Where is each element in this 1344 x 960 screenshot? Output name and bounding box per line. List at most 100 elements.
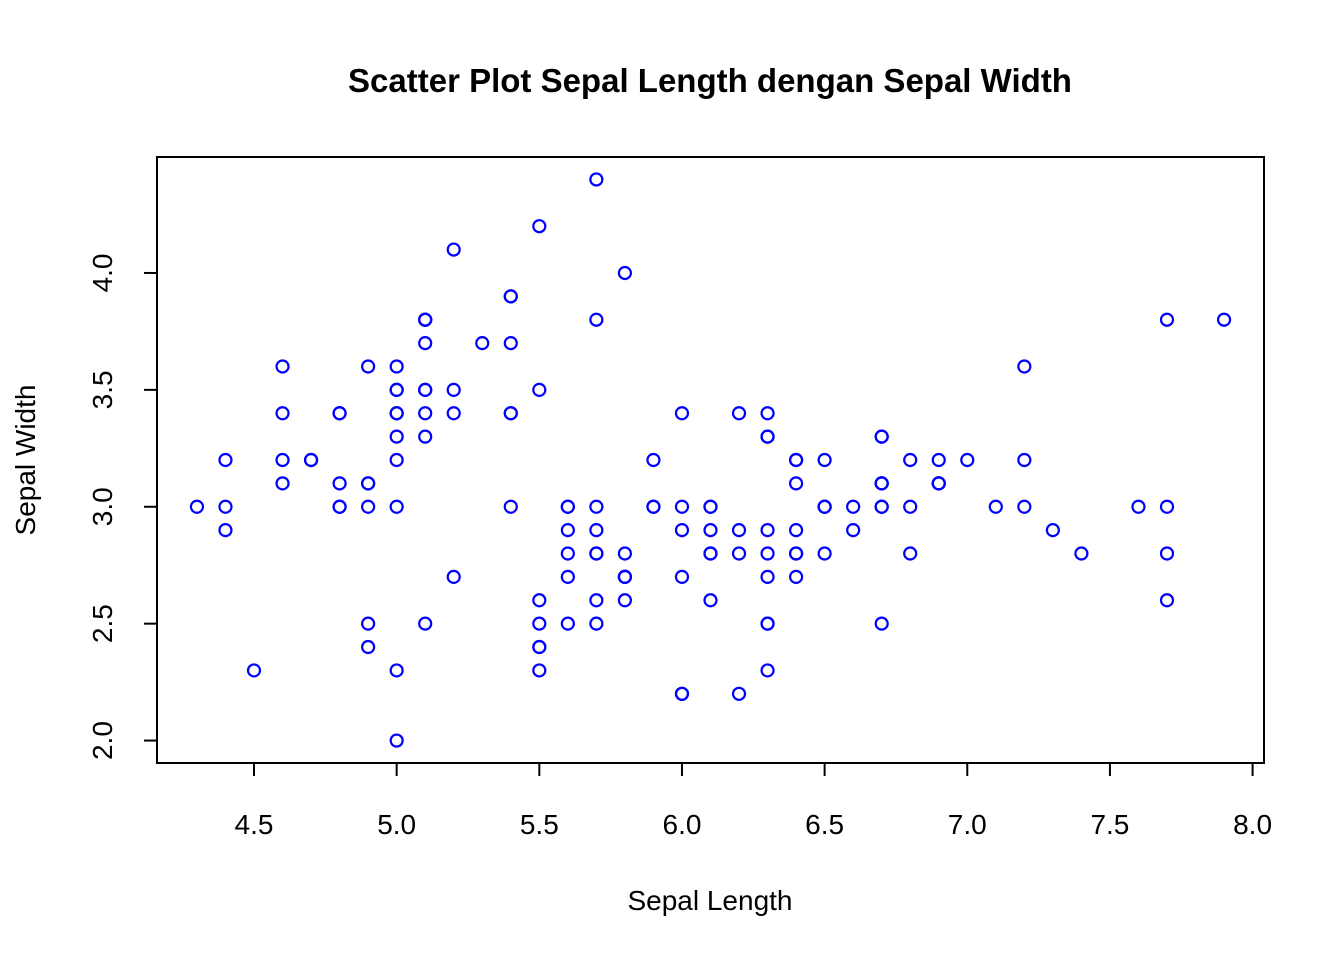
data-point	[218, 499, 233, 514]
data-point	[560, 569, 575, 584]
data-point	[275, 452, 290, 468]
data-point	[446, 569, 461, 584]
data-point	[931, 452, 946, 468]
data-point	[646, 452, 661, 468]
data-point	[731, 686, 747, 701]
data-point	[846, 499, 861, 514]
data-point	[931, 476, 946, 491]
data-point	[1045, 523, 1060, 538]
data-point	[389, 663, 404, 678]
data-point	[874, 616, 889, 631]
data-point	[674, 406, 690, 421]
data-point	[218, 523, 233, 538]
data-point	[275, 359, 290, 374]
data-point	[988, 499, 1003, 514]
data-point	[332, 476, 347, 491]
data-point	[1159, 499, 1175, 514]
data-point	[703, 499, 718, 514]
data-point	[788, 476, 804, 491]
data-point	[418, 429, 433, 444]
data-point	[874, 429, 889, 444]
data-point	[1159, 546, 1175, 561]
data-point	[760, 663, 775, 678]
x-tick-label: 6.0	[663, 809, 702, 840]
data-point	[332, 406, 347, 421]
data-point	[560, 616, 575, 631]
data-point	[703, 593, 718, 608]
data-point	[532, 639, 547, 655]
data-point	[788, 523, 804, 538]
data-point	[332, 499, 347, 514]
data-points	[189, 172, 1232, 748]
data-point	[361, 359, 376, 374]
data-point	[589, 172, 604, 187]
data-point	[589, 312, 604, 327]
data-point	[503, 336, 518, 351]
x-axis-label: Sepal Length	[627, 885, 792, 916]
data-point	[589, 546, 604, 561]
data-point	[475, 336, 490, 351]
data-point	[731, 546, 747, 561]
data-point	[389, 406, 404, 421]
data-point	[361, 476, 376, 491]
data-point	[760, 523, 775, 538]
y-tick-label: 4.0	[87, 253, 118, 292]
data-point	[1074, 546, 1089, 561]
data-point	[503, 406, 518, 421]
data-point	[532, 382, 547, 397]
data-point	[389, 382, 404, 397]
data-point	[1017, 499, 1032, 514]
y-tick-label: 3.0	[87, 487, 118, 526]
data-point	[303, 452, 319, 468]
data-point	[674, 499, 690, 514]
data-point	[846, 523, 861, 538]
data-point	[532, 593, 547, 608]
data-point	[1159, 593, 1175, 608]
data-point	[446, 382, 461, 397]
data-point	[731, 523, 747, 538]
data-point	[1216, 312, 1232, 327]
data-point	[1159, 312, 1175, 327]
data-point	[874, 476, 889, 491]
data-point	[617, 265, 633, 281]
data-point	[275, 406, 290, 421]
data-point	[189, 499, 205, 514]
data-point	[560, 546, 575, 561]
data-point	[418, 312, 433, 327]
data-point	[589, 616, 604, 631]
data-point	[760, 569, 775, 584]
data-point	[874, 499, 889, 514]
data-point	[503, 499, 518, 514]
data-point	[817, 452, 832, 468]
data-point	[617, 546, 633, 561]
data-point	[532, 219, 547, 234]
data-point	[589, 593, 604, 608]
data-point	[674, 569, 690, 584]
data-point	[275, 476, 290, 491]
data-point	[389, 452, 404, 468]
data-point	[361, 616, 376, 631]
data-point	[1131, 499, 1146, 514]
y-tick-label: 2.5	[87, 604, 118, 643]
data-point	[674, 523, 690, 538]
data-point	[418, 406, 433, 421]
x-tick-label: 5.0	[377, 809, 416, 840]
y-axis: 2.0 2.5 3.0 3.5 4.0	[87, 253, 158, 760]
data-point	[389, 429, 404, 444]
data-point	[817, 546, 832, 561]
data-point	[418, 382, 433, 397]
x-tick-label: 7.5	[1090, 809, 1129, 840]
chart-title: Scatter Plot Sepal Length dengan Sepal W…	[348, 62, 1072, 99]
data-point	[560, 499, 575, 514]
data-point	[418, 336, 433, 351]
x-tick-label: 6.5	[805, 809, 844, 840]
data-point	[532, 616, 547, 631]
data-point	[903, 546, 918, 561]
data-point	[788, 569, 804, 584]
data-point	[960, 452, 975, 468]
y-tick-label: 2.0	[87, 721, 118, 760]
y-tick-label: 3.5	[87, 370, 118, 409]
data-point	[1017, 452, 1032, 468]
data-point	[446, 242, 461, 257]
